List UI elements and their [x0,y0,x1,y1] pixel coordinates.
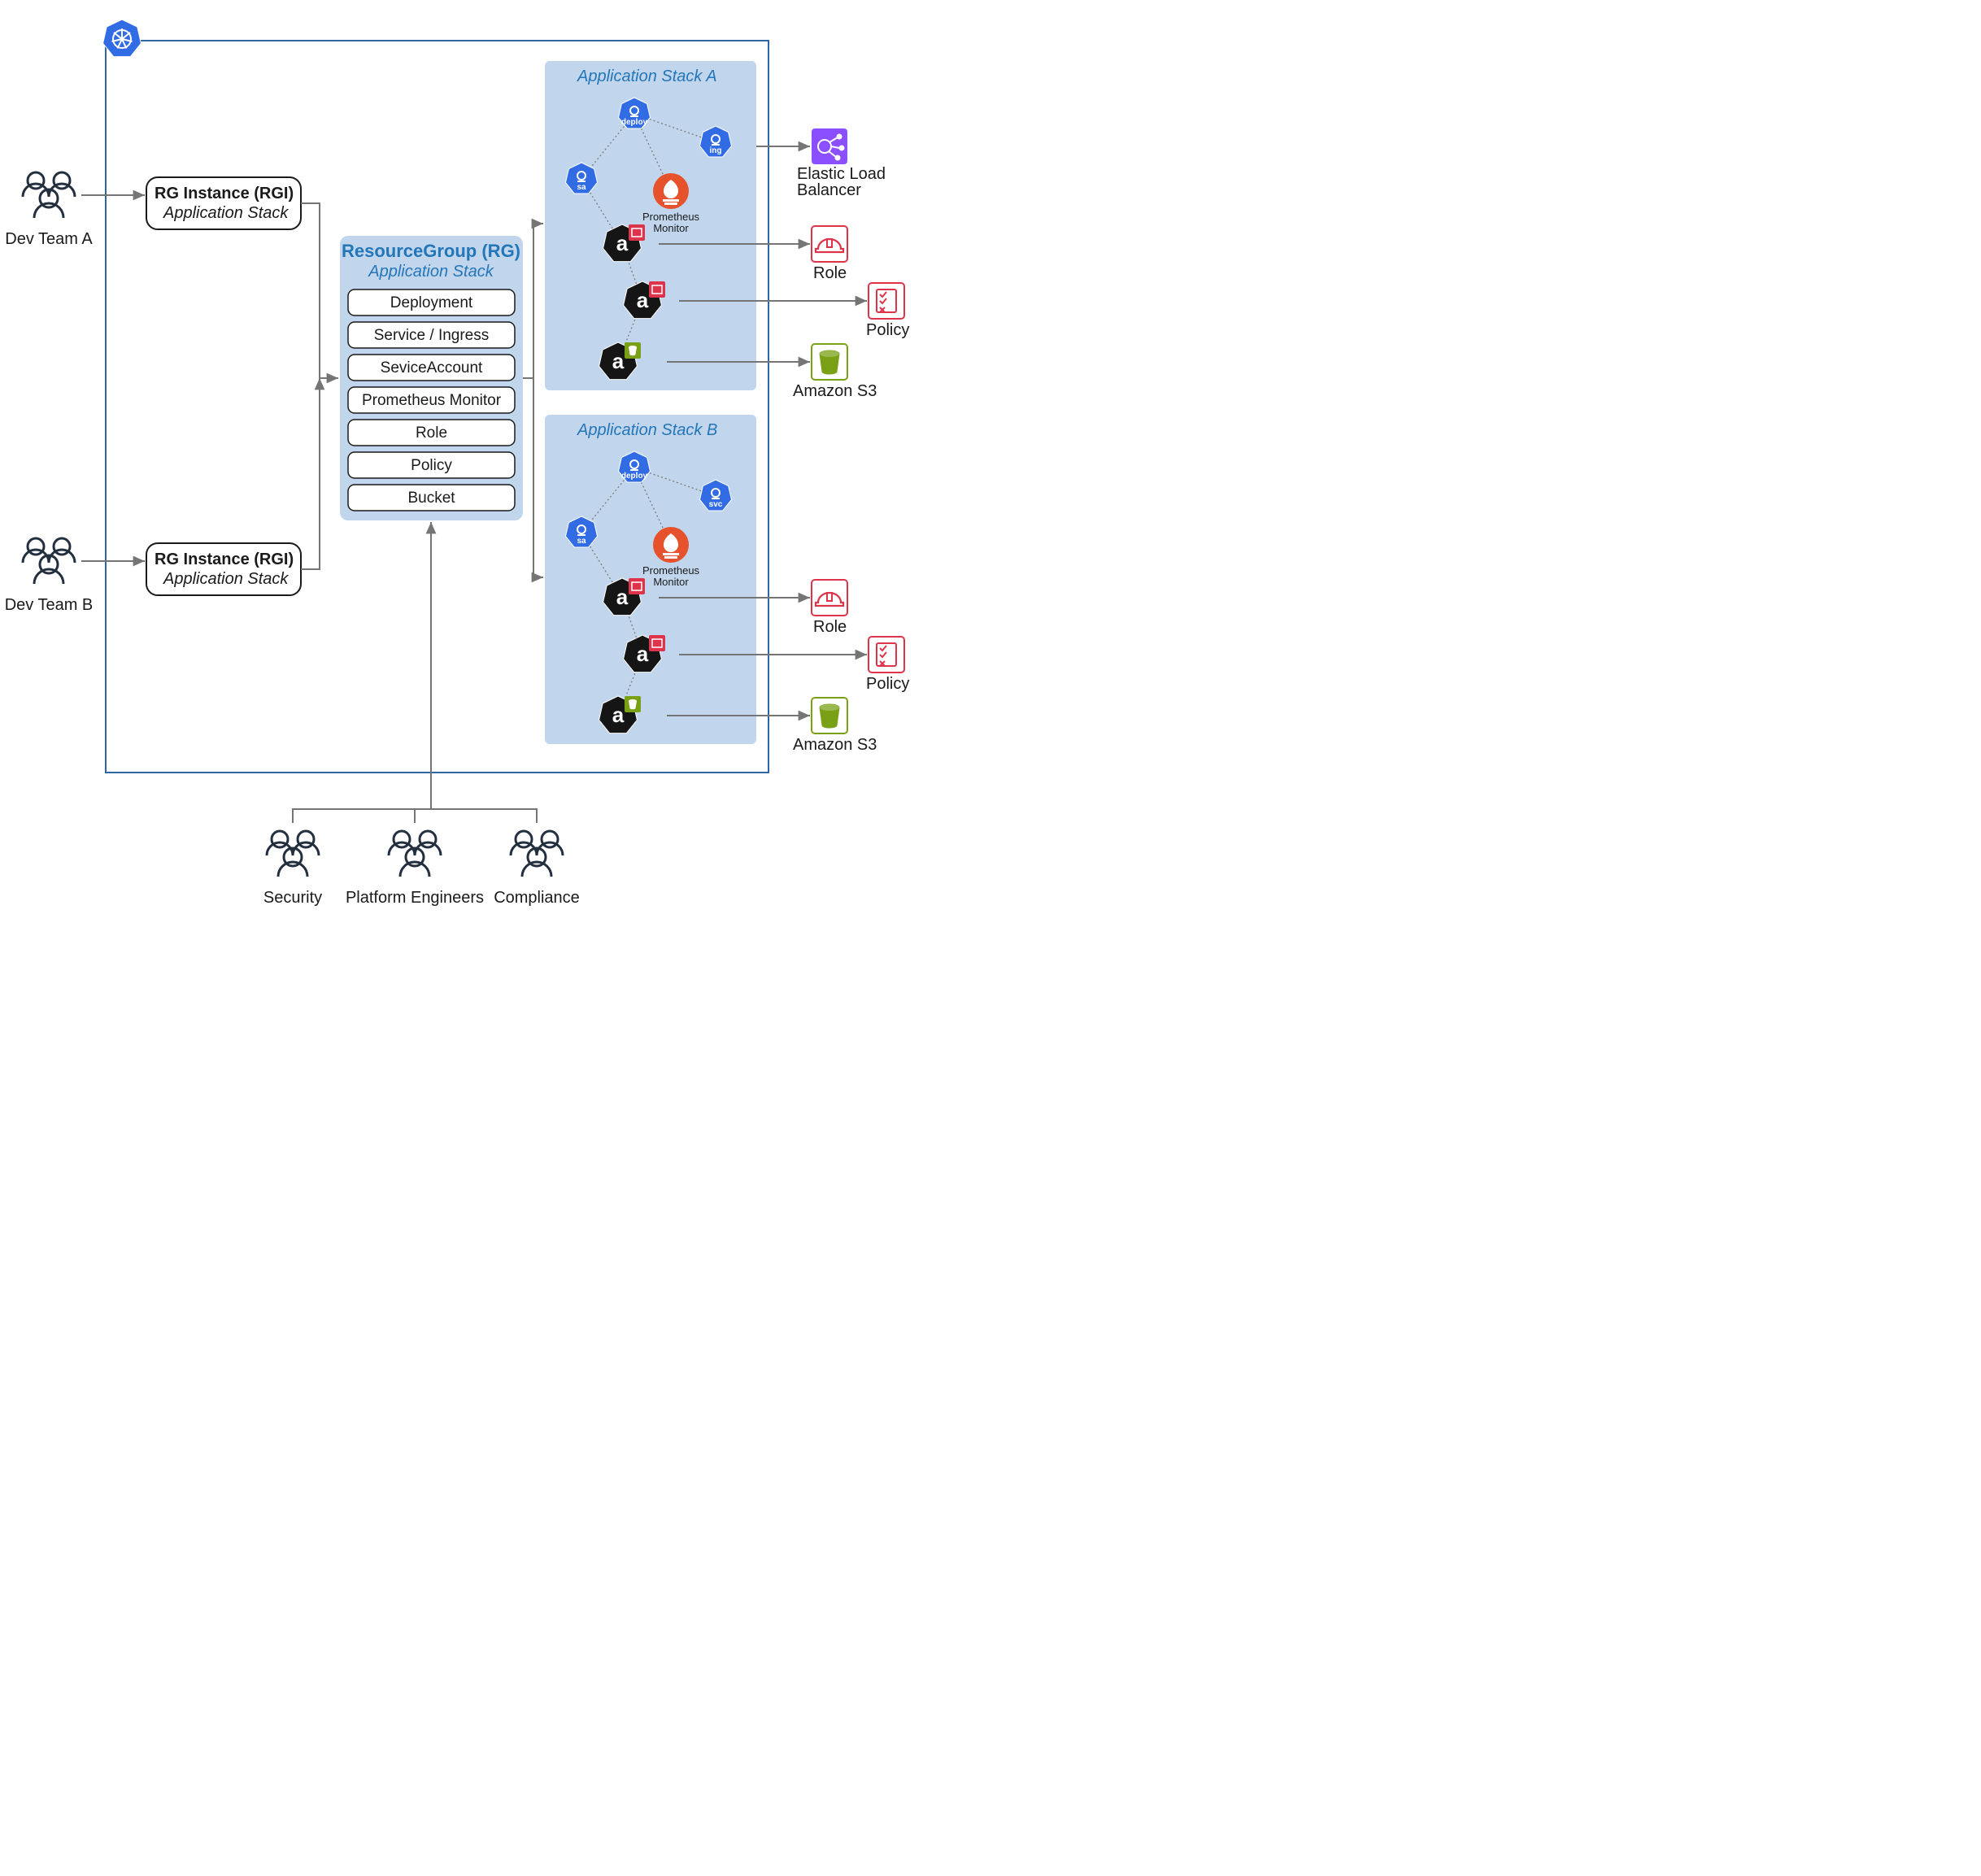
prom-label: Prometheus [642,211,700,223]
svg-text:sa: sa [577,183,586,192]
team-compliance-label: Compliance [494,889,580,907]
aws-role-b-label: Role [813,618,847,636]
prom-label: Monitor [653,576,689,588]
stack-b-title: Application Stack B [577,421,717,439]
rg-item-label: Role [416,424,447,442]
aws-role-a [812,226,847,262]
aws-policy-a [869,283,904,319]
aws-elb-label-1: Elastic Load [797,165,886,183]
team-security-label: Security [263,889,322,907]
dev-team-a [23,172,75,218]
team-platform [389,831,441,877]
rg-item-label: Prometheus Monitor [362,392,502,409]
svg-text:ing: ing [710,146,722,155]
aws-policy-a-label: Policy [866,321,909,339]
svg-text:deploy: deploy [621,472,648,481]
rg-items: Deployment Service / Ingress SeviceAccount… [348,289,515,511]
node-prometheus [653,527,689,563]
aws-elb-label-2: Balancer [797,181,861,199]
aws-role-b [812,580,847,616]
rg-subtitle: Application Stack [368,263,494,281]
aws-s3-a [812,344,847,380]
rg-item-label: SeviceAccount [381,359,483,377]
team-security [267,831,319,877]
rgi-b-title: RG Instance (RGI) [155,551,294,568]
aws-policy-b-label: Policy [866,675,909,693]
svg-text:sa: sa [577,537,586,546]
aws-policy-b [869,637,904,672]
rgi-a-subtitle: Application Stack [163,204,289,222]
svg-text:svc: svc [709,500,723,509]
aws-s3-b-label: Amazon S3 [793,736,877,754]
stack-a-box [545,61,756,390]
aws-s3-b [812,698,847,733]
stack-b-box [545,415,756,744]
dev-team-b [23,538,75,584]
dev-team-a-label: Dev Team A [5,230,93,248]
prom-label: Prometheus [642,564,700,577]
rgi-b-subtitle: Application Stack [163,570,289,588]
stack-a-title: Application Stack A [577,67,717,85]
team-compliance [511,831,563,877]
aws-elb [812,128,847,164]
aws-s3-a-label: Amazon S3 [793,382,877,400]
kubernetes-icon [103,20,142,57]
team-platform-label: Platform Engineers [346,889,484,907]
dev-team-b-label: Dev Team B [5,596,94,614]
rg-item-label: Policy [411,457,452,474]
rg-title: ResourceGroup (RG) [342,241,520,261]
rg-item-label: Bucket [407,490,455,507]
node-prometheus [653,173,689,209]
aws-role-a-label: Role [813,264,847,282]
svg-text:deploy: deploy [621,118,648,127]
prom-label: Monitor [653,222,689,234]
rgi-a-title: RG Instance (RGI) [155,185,294,202]
rg-item-label: Service / Ingress [374,327,490,344]
rg-item-label: Deployment [390,294,473,311]
